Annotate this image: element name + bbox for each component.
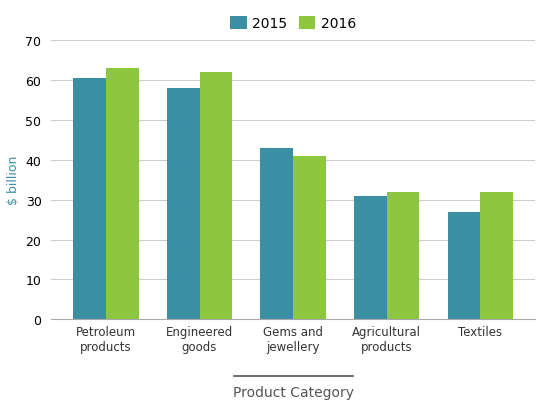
Y-axis label: $ billion: $ billion — [7, 155, 20, 205]
Bar — [293, 156, 326, 319]
Bar — [480, 192, 513, 319]
Bar — [73, 79, 106, 319]
Legend: 2015, 2016: 2015, 2016 — [224, 11, 362, 37]
Bar — [106, 69, 139, 319]
Bar — [167, 89, 199, 319]
Bar — [199, 73, 233, 319]
Text: Product Category: Product Category — [233, 385, 353, 399]
Bar — [448, 212, 480, 319]
Bar — [354, 196, 387, 319]
Bar — [260, 148, 293, 319]
Bar — [387, 192, 420, 319]
